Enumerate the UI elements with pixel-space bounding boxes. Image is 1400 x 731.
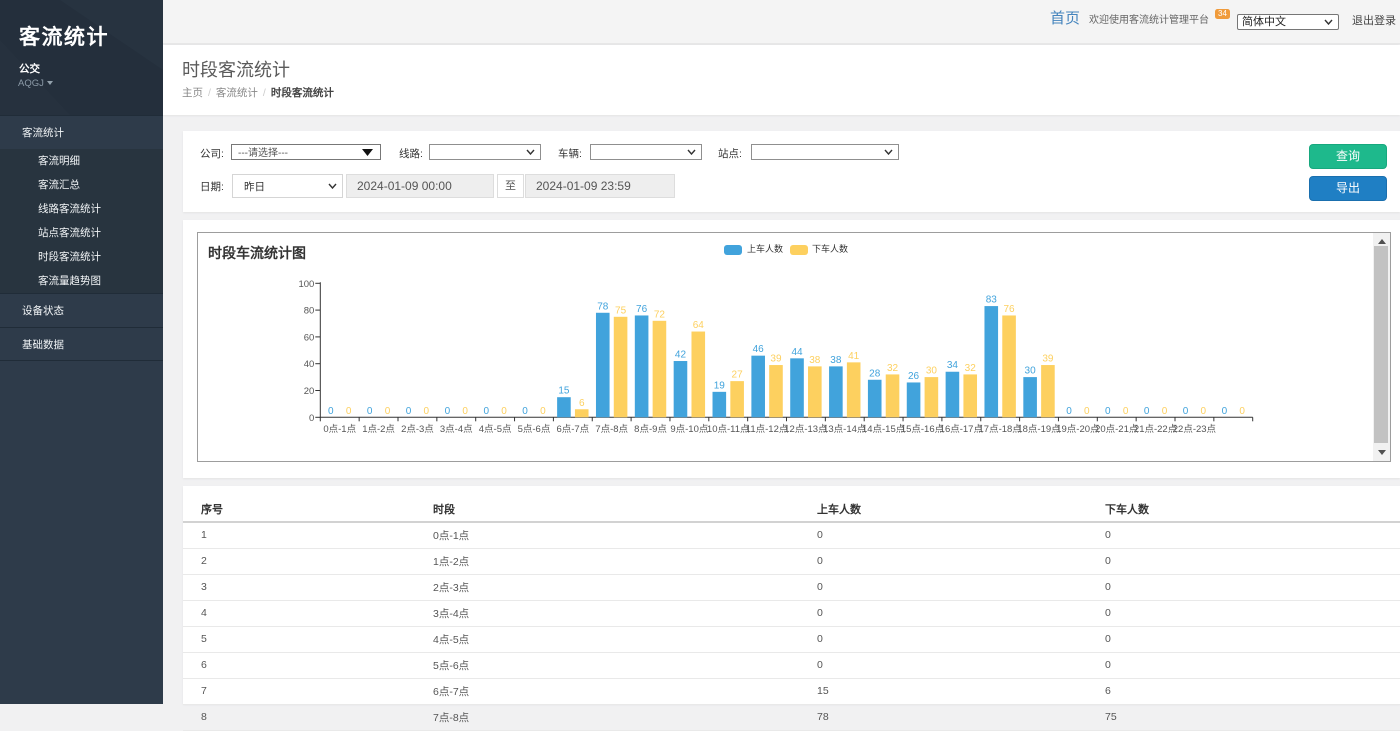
svg-text:18点-19点: 18点-19点 — [1017, 424, 1061, 435]
svg-text:75: 75 — [615, 305, 627, 316]
svg-text:41: 41 — [848, 351, 860, 362]
svg-text:0: 0 — [309, 413, 314, 424]
svg-text:0: 0 — [1162, 406, 1168, 417]
svg-text:0: 0 — [1222, 406, 1228, 417]
svg-text:34: 34 — [947, 360, 959, 371]
svg-text:32: 32 — [887, 363, 899, 374]
svg-text:0: 0 — [1066, 406, 1072, 417]
svg-text:13点-14点: 13点-14点 — [823, 424, 867, 435]
svg-text:72: 72 — [654, 309, 666, 320]
svg-text:78: 78 — [597, 301, 609, 312]
svg-text:20点-21点: 20点-21点 — [1095, 424, 1139, 435]
svg-text:44: 44 — [791, 347, 803, 358]
svg-text:15点-16点: 15点-16点 — [901, 424, 945, 435]
svg-text:80: 80 — [304, 306, 315, 317]
svg-text:0: 0 — [385, 406, 391, 417]
svg-text:28: 28 — [869, 368, 881, 379]
svg-text:0: 0 — [445, 406, 451, 417]
svg-text:38: 38 — [830, 355, 842, 366]
svg-text:19点-20点: 19点-20点 — [1056, 424, 1100, 435]
svg-text:10点-11点: 10点-11点 — [707, 424, 750, 435]
svg-text:0: 0 — [424, 406, 430, 417]
svg-text:0: 0 — [1123, 406, 1129, 417]
svg-text:15: 15 — [558, 386, 570, 397]
svg-text:5点-6点: 5点-6点 — [518, 424, 551, 435]
svg-text:7点-8点: 7点-8点 — [595, 424, 628, 435]
svg-text:0: 0 — [1144, 406, 1150, 417]
svg-text:8点-9点: 8点-9点 — [634, 424, 667, 435]
svg-text:0: 0 — [540, 406, 546, 417]
svg-text:0: 0 — [501, 406, 507, 417]
svg-text:0: 0 — [483, 406, 489, 417]
svg-text:16点-17点: 16点-17点 — [940, 424, 984, 435]
svg-text:1点-2点: 1点-2点 — [362, 424, 395, 435]
svg-text:40: 40 — [304, 359, 315, 370]
svg-text:0: 0 — [1201, 406, 1207, 417]
svg-text:64: 64 — [693, 320, 705, 331]
svg-text:11点-12点: 11点-12点 — [746, 424, 789, 435]
svg-text:0: 0 — [1183, 406, 1189, 417]
svg-text:0: 0 — [1105, 406, 1111, 417]
svg-text:38: 38 — [809, 355, 821, 366]
svg-text:2点-3点: 2点-3点 — [401, 424, 434, 435]
svg-text:3点-4点: 3点-4点 — [440, 424, 473, 435]
svg-text:19: 19 — [714, 380, 726, 391]
svg-text:46: 46 — [753, 344, 765, 355]
svg-text:0: 0 — [462, 406, 468, 417]
svg-text:12点-13点: 12点-13点 — [784, 424, 828, 435]
svg-text:0: 0 — [406, 406, 412, 417]
svg-text:4点-5点: 4点-5点 — [479, 424, 512, 435]
svg-text:20: 20 — [304, 386, 315, 397]
svg-text:76: 76 — [636, 304, 648, 315]
svg-text:0点-1点: 0点-1点 — [323, 424, 356, 435]
svg-text:0: 0 — [1239, 406, 1245, 417]
svg-text:76: 76 — [1004, 304, 1016, 315]
svg-text:6点-7点: 6点-7点 — [556, 424, 589, 435]
svg-text:27: 27 — [732, 370, 744, 381]
svg-text:60: 60 — [304, 332, 315, 343]
svg-text:6: 6 — [579, 398, 585, 409]
svg-text:0: 0 — [522, 406, 528, 417]
svg-text:17点-18点: 17点-18点 — [979, 424, 1023, 435]
svg-text:22点-23点: 22点-23点 — [1173, 424, 1217, 435]
svg-text:30: 30 — [926, 366, 938, 377]
svg-text:42: 42 — [675, 350, 687, 361]
svg-text:0: 0 — [328, 406, 334, 417]
svg-text:39: 39 — [770, 354, 782, 365]
svg-text:30: 30 — [1025, 366, 1037, 377]
svg-text:39: 39 — [1042, 354, 1054, 365]
svg-text:0: 0 — [1084, 406, 1090, 417]
svg-text:0: 0 — [367, 406, 373, 417]
svg-text:32: 32 — [965, 363, 977, 374]
svg-text:14点-15点: 14点-15点 — [862, 424, 906, 435]
svg-text:100: 100 — [298, 279, 314, 290]
svg-text:26: 26 — [908, 371, 920, 382]
svg-text:9点-10点: 9点-10点 — [670, 424, 709, 435]
svg-text:21点-22点: 21点-22点 — [1134, 424, 1178, 435]
svg-text:0: 0 — [346, 406, 352, 417]
svg-text:83: 83 — [986, 295, 998, 306]
